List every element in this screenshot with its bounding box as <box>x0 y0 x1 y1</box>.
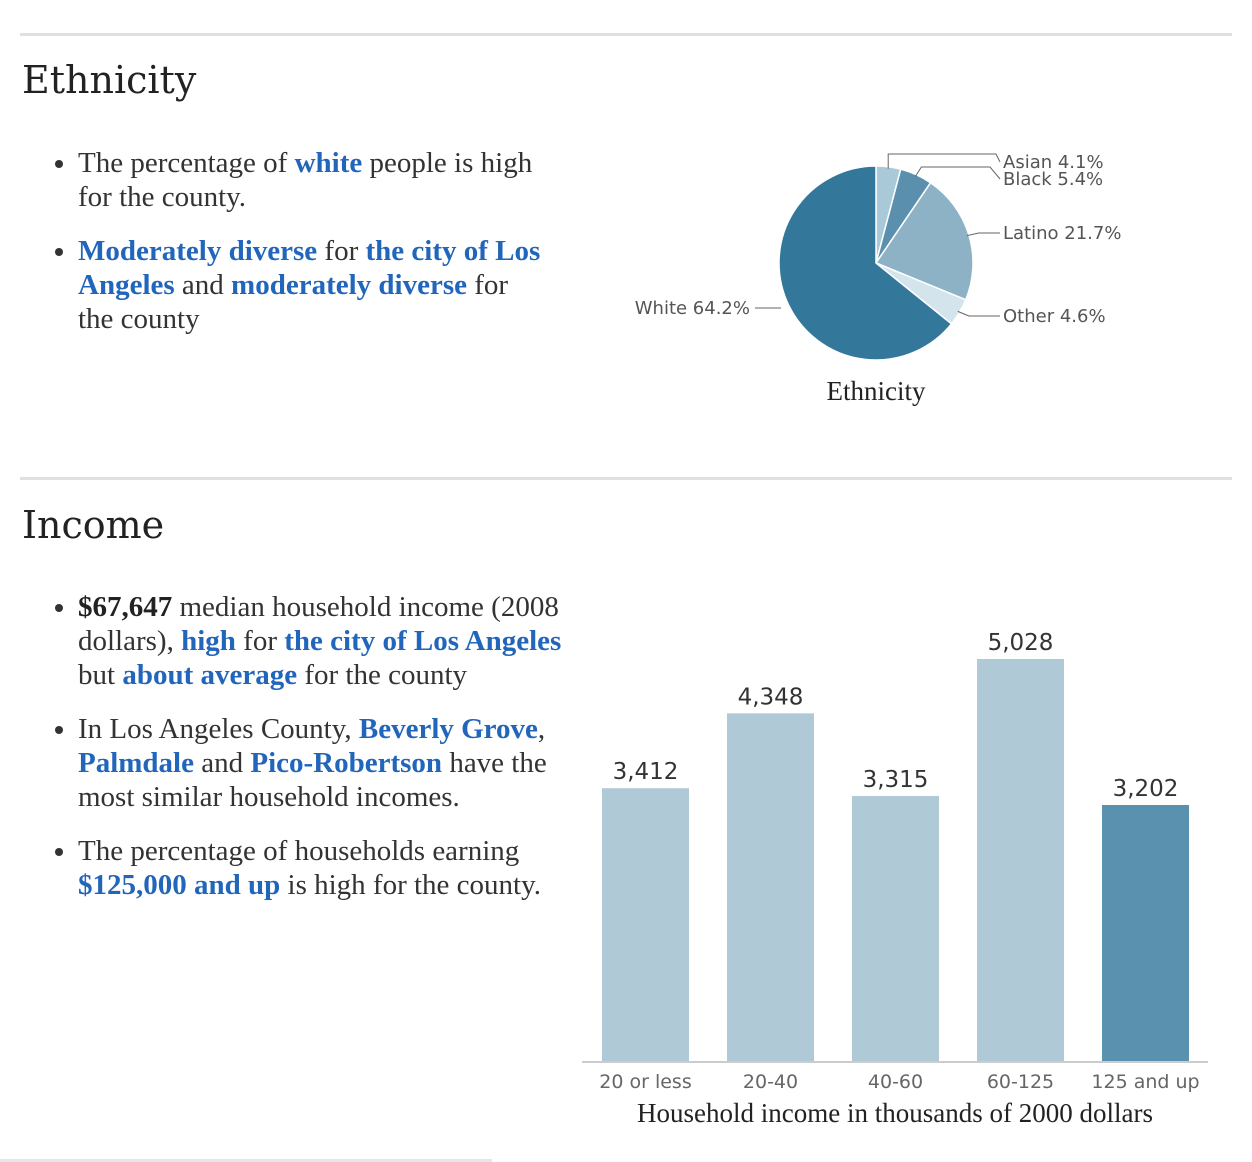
city-of-los-angeles-link[interactable]: the city of Los Angeles <box>78 235 541 301</box>
bar-125-and-up <box>1102 804 1189 1061</box>
bar-value-label: 4,348 <box>738 684 804 710</box>
list-item: In Los Angeles County, Beverly Grove, Pa… <box>78 712 568 814</box>
bar-value-label: 3,315 <box>863 767 929 793</box>
bar-40-60 <box>852 795 939 1061</box>
section-divider <box>20 477 1232 480</box>
list-item: The percentage of white people is high f… <box>78 146 548 214</box>
median-income-value: $67,647 <box>78 591 173 623</box>
ethnicity-bullets: The percentage of white people is high f… <box>20 146 548 356</box>
125000-and-up-link[interactable]: $125,000 and up <box>78 869 281 901</box>
x-tick-label: 125 and up <box>1091 1071 1199 1093</box>
beverly-grove-link[interactable]: Beverly Grove <box>358 713 538 745</box>
ethnicity-heading: Ethnicity <box>22 58 197 102</box>
pie-label-latino: Latino 21.7% <box>1003 223 1121 244</box>
bar-value-label: 3,202 <box>1113 776 1179 802</box>
x-tick-label: 60-125 <box>987 1071 1054 1093</box>
pico-robertson-link[interactable]: Pico-Robertson <box>250 747 443 779</box>
pie-label-black: Black 5.4% <box>1003 169 1103 190</box>
income-chart-xlabel: Household income in thousands of 2000 do… <box>637 1098 1153 1128</box>
moderately-diverse-city-link[interactable]: Moderately diverse <box>78 235 318 267</box>
pie-slice-white <box>778 165 953 361</box>
list-item: $67,647 median household income (2008 do… <box>78 590 568 692</box>
about-average-link[interactable]: about average <box>122 659 298 691</box>
footer-divider <box>0 1159 492 1162</box>
pie-leader-latino <box>966 232 1000 237</box>
palmdale-link[interactable]: Palmdale <box>78 747 194 779</box>
x-tick-label: 40-60 <box>868 1071 923 1093</box>
pie-leader-other <box>957 310 1000 317</box>
bar-20-40 <box>727 713 814 1061</box>
pie-label-other: Other 4.6% <box>1003 306 1106 327</box>
income-bar-chart: 3,412 20 or less 4,348 20-40 3,315 40-60 5,028… <box>582 630 1208 1093</box>
bar-value-label: 5,028 <box>988 630 1054 656</box>
x-tick-label: 20 or less <box>599 1071 691 1093</box>
income-heading: Income <box>22 503 165 547</box>
bar-20-or-less <box>602 788 689 1061</box>
city-of-los-angeles-link[interactable]: the city of Los Angeles <box>284 625 562 657</box>
bar-value-label: 3,412 <box>613 759 679 785</box>
pie-leader-black <box>914 166 1001 180</box>
pie-label-asian: Asian 4.1% <box>1003 152 1104 173</box>
income-bullets: $67,647 median household income (2008 do… <box>20 590 568 922</box>
high-link[interactable]: high <box>181 625 236 657</box>
bar-60-125 <box>977 659 1064 1061</box>
moderately-diverse-county-link[interactable]: moderately diverse <box>231 269 467 301</box>
pie-leader-asian <box>887 153 1001 169</box>
list-item: Moderately diverse for the city of Los A… <box>78 234 548 336</box>
list-item: The percentage of households earning $12… <box>78 834 568 902</box>
ethnicity-pie-chart: Asian 4.1%Black 5.4% Latino 21.7% Other 4.… <box>635 152 1121 361</box>
white-link[interactable]: white <box>294 147 363 179</box>
x-tick-label: 20-40 <box>743 1071 798 1093</box>
ethnicity-chart-title: Ethnicity <box>826 376 926 406</box>
pie-label-white: White 64.2% <box>635 298 750 319</box>
section-divider <box>20 33 1232 36</box>
